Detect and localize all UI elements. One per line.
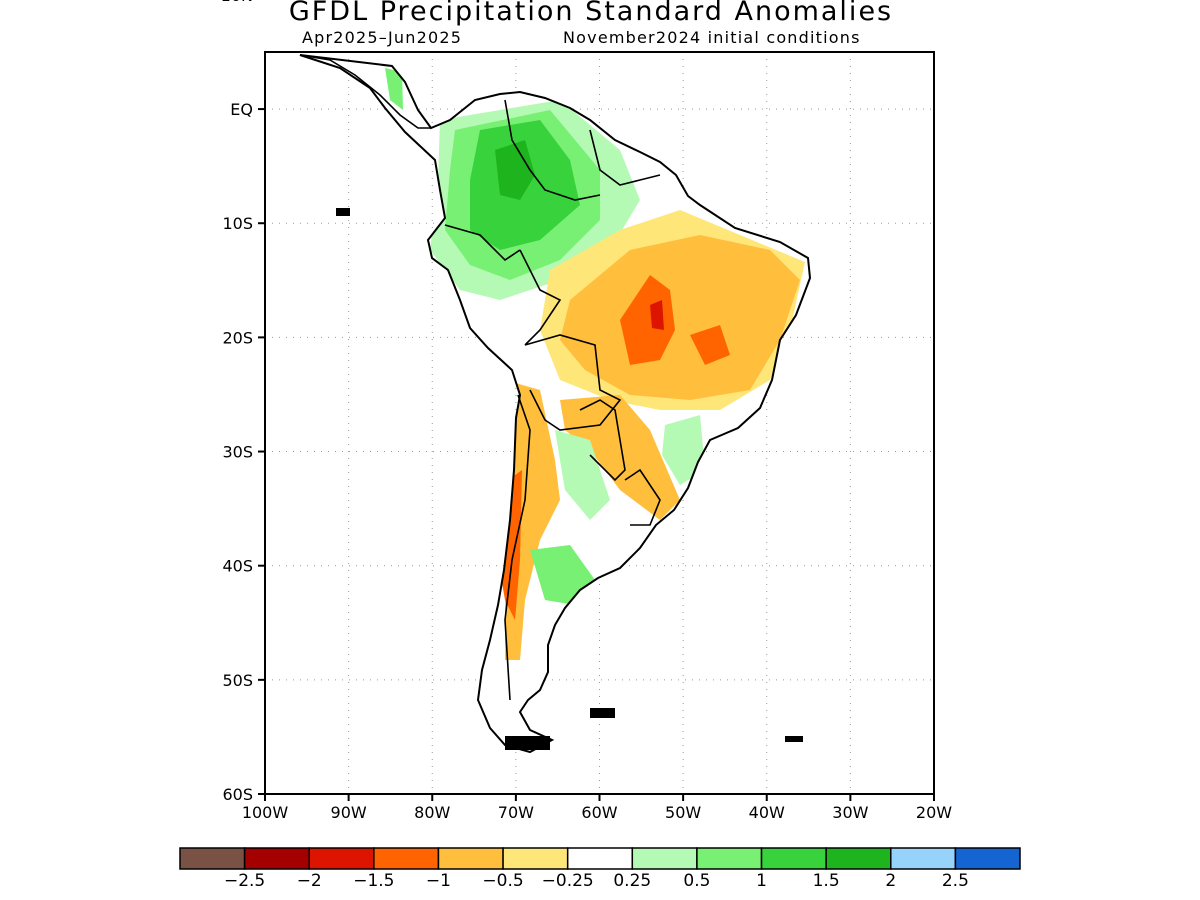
colorbar-swatch	[179, 847, 246, 870]
colorbar-label: −1	[425, 871, 451, 891]
lat-tick-label: 60S	[222, 785, 253, 804]
lat-tick-label: 50S	[222, 671, 253, 690]
colorbar-label: 0.5	[683, 871, 711, 891]
page-title: GFDL Precipitation Standard Anomalies	[288, 0, 894, 27]
border-paraguay	[579, 399, 626, 482]
colorbar-label: 2	[885, 871, 897, 891]
colorbar-swatch	[308, 847, 375, 870]
south-georgia-island	[785, 736, 803, 742]
negative-anomaly-peak	[650, 300, 664, 330]
lon-tick-label: 80W	[414, 803, 450, 822]
colorbar-label: 2.5	[941, 871, 969, 891]
positive-anomaly-southeast-brazil	[662, 415, 705, 485]
colorbar-label: −0.5	[482, 871, 524, 891]
border-guianas	[589, 129, 661, 186]
border-bolivia	[524, 334, 622, 431]
colorbar-label: −0.25	[541, 871, 594, 891]
colorbar-label: 1.5	[812, 871, 840, 891]
positive-anomaly-north-peak	[495, 140, 535, 200]
colorbar-swatch	[760, 847, 827, 870]
colorbar-swatch	[696, 847, 763, 870]
colorbar	[179, 847, 1021, 870]
negative-anomaly-brazil-core	[620, 275, 675, 365]
islands	[336, 208, 803, 750]
lon-tick-label: 40W	[749, 803, 785, 822]
positive-anomaly-gran-chaco	[555, 430, 610, 520]
colorbar-swatch	[954, 847, 1021, 870]
lat-tick-label: 20S	[222, 328, 253, 347]
subtitle-initial-conditions: November2024 initial conditions	[563, 28, 861, 47]
lat-tick-label: 30S	[222, 443, 253, 462]
coastline	[299, 54, 812, 754]
lon-tick-label: 70W	[498, 803, 534, 822]
lon-tick-label: 90W	[331, 803, 367, 822]
colorbar-swatch	[502, 847, 569, 870]
colorbar-label: 1	[756, 871, 767, 891]
lon-tick-label: 50W	[665, 803, 701, 822]
galapagos-island	[336, 208, 350, 216]
subtitle-period: Apr2025–Jun2025	[302, 28, 463, 47]
colorbar-swatch	[373, 847, 440, 870]
colorbar-label: −1.5	[353, 871, 395, 891]
border-colombia-venezuela	[504, 99, 601, 201]
lon-tick-label: 20W	[916, 803, 952, 822]
colorbar-swatch	[243, 847, 310, 870]
lon-tick-label: 100W	[242, 803, 289, 822]
colorbar-swatch	[890, 847, 957, 870]
colorbar-label: −2.5	[223, 871, 266, 891]
lon-tick-label: 60W	[581, 803, 617, 822]
colorbar-label: −2	[296, 871, 322, 891]
axis-ticks	[258, 108, 935, 801]
negative-anomaly-east	[690, 325, 730, 365]
negative-anomaly-andes	[505, 380, 560, 660]
colorbar-swatch	[631, 847, 698, 870]
tierra-del-fuego	[505, 736, 550, 750]
lat-tick-label: 40S	[222, 557, 253, 576]
negative-anomaly-andes-core	[498, 470, 522, 620]
lat-tick-label: 10S	[222, 214, 253, 233]
colorbar-swatch	[566, 847, 634, 870]
border-colombia-peru	[444, 224, 521, 262]
colorbar-label: 0.25	[613, 871, 652, 891]
colorbar-swatch	[437, 847, 504, 870]
lon-tick-label: 30W	[832, 803, 868, 822]
falkland-islands	[590, 708, 615, 718]
border-argentina-uruguay	[624, 468, 661, 526]
colorbar-swatch	[825, 847, 892, 870]
lat-tick-label: EQ	[230, 100, 253, 119]
border-peru-brazil	[519, 249, 562, 346]
lat-tick-label: 10N	[221, 0, 253, 5]
country-borders	[444, 99, 661, 701]
negative-anomaly-brazil-mid	[560, 235, 800, 400]
border-chile-argentina	[504, 394, 531, 701]
anomaly-fields	[300, 55, 810, 752]
central-america-coast	[299, 54, 431, 129]
positive-anomaly-central-america	[385, 68, 403, 110]
